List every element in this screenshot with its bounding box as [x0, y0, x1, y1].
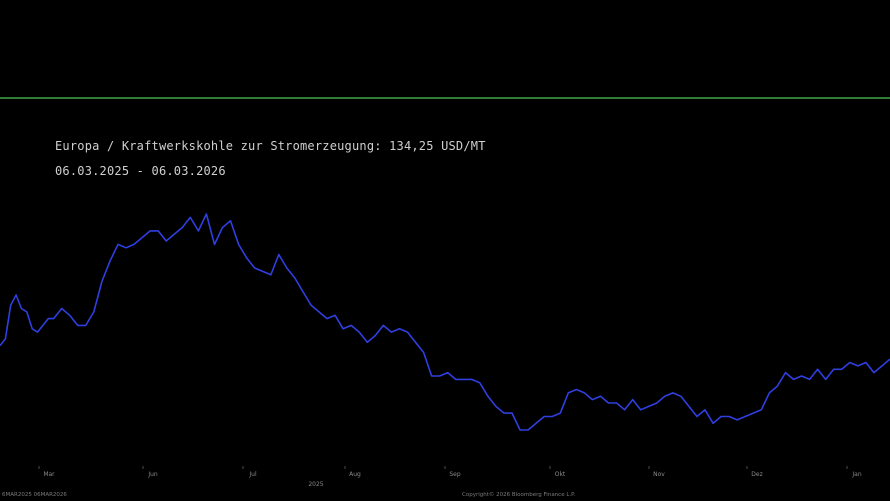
x-tick-label: Mar	[43, 471, 55, 478]
x-axis: Mar Jun Jul Aug Sep Okt Nov Dez Jan 2025	[38, 466, 862, 488]
chart-title: Europa / Kraftwerkskohle zur Stromerzeug…	[55, 139, 486, 153]
x-tick-label: Aug	[349, 471, 361, 478]
x-tick-label: Jan	[851, 471, 861, 478]
footer-date-range: 6MAR2025 06MAR2026	[2, 492, 67, 498]
x-tick-label: Dez	[751, 471, 762, 478]
x-year-label: 2025	[308, 481, 323, 488]
header-separator	[0, 97, 890, 99]
footer-copyright: Copyright© 2026 Bloomberg Finance L.P.	[462, 491, 576, 498]
line-layer	[0, 213, 890, 431]
x-tick-label: Nov	[653, 471, 665, 478]
x-tick-label: Jul	[248, 471, 257, 478]
x-tick-label: Jun	[147, 471, 158, 478]
x-tick-label: Okt	[555, 471, 566, 478]
price-line-series	[0, 213, 890, 431]
x-tick-label: Sep	[449, 471, 461, 478]
chart-date-range: 06.03.2025 - 06.03.2026	[55, 164, 226, 178]
